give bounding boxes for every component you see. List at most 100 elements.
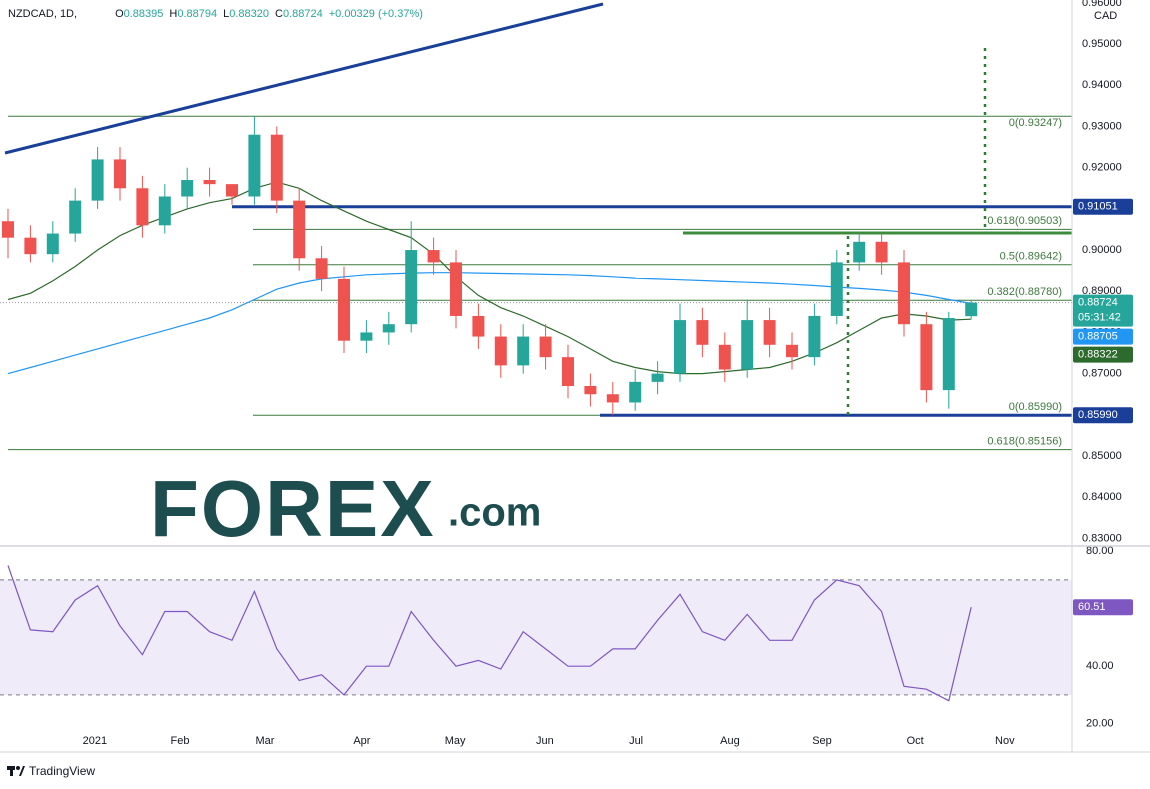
price-tick-label: 0.96000 (1082, 0, 1122, 9)
price-badge (1073, 407, 1133, 424)
ohlc-key: H (169, 8, 177, 20)
candle-body (651, 373, 664, 382)
rsi-band (0, 579, 1072, 695)
candle-body (741, 320, 754, 370)
price-badge (1073, 294, 1133, 327)
fib-label: 0.5(0.89642) (1000, 251, 1062, 263)
candle-body (91, 159, 104, 201)
fib-label: 0(0.85990) (1009, 401, 1062, 413)
candle-body (965, 302, 978, 317)
watermark-bg (140, 474, 552, 546)
candle-body (270, 134, 283, 201)
candle-body (293, 200, 306, 259)
time-tick-label: Sep (812, 735, 832, 747)
time-tick-label: Mar (255, 735, 274, 747)
candle-body (315, 258, 328, 279)
ohlc-key: L (223, 8, 229, 20)
price-tick-label: 0.83000 (1082, 532, 1122, 544)
candle-body (181, 180, 194, 197)
candle-body (360, 332, 373, 341)
candle-body (472, 315, 485, 337)
candle-body (136, 188, 149, 226)
candle-body (113, 159, 126, 189)
ohlc-value: 0.88320 (229, 8, 269, 20)
price-tick-label: 0.90000 (1082, 244, 1122, 256)
candle-body (337, 278, 350, 341)
time-tick-label: Jun (536, 735, 554, 747)
price-tick-label: 0.84000 (1082, 491, 1122, 503)
badge-label: 0.88724 (1078, 297, 1118, 309)
time-tick-label: 2021 (83, 735, 107, 747)
candle-body (449, 262, 462, 316)
fib-label: 0.618(0.90503) (987, 215, 1062, 227)
ohlc-key: O (115, 8, 124, 20)
candle-body (920, 324, 933, 391)
price-badge (1073, 346, 1133, 363)
candle-body (853, 241, 866, 263)
candle-body (785, 344, 798, 358)
rsi-tick-label: 80.00 (1086, 545, 1114, 557)
candle-body (225, 184, 238, 197)
candle-body (897, 262, 910, 325)
price-tick-label: 0.89000 (1082, 285, 1122, 297)
candle-body (696, 320, 709, 345)
price-badge (1073, 198, 1133, 215)
badge-label: 0.85990 (1078, 409, 1118, 421)
candle-body (539, 336, 552, 358)
ohlc-value: 0.88794 (177, 8, 217, 20)
ohlc-value: 0.88724 (283, 8, 323, 20)
time-tick-label: Jul (629, 735, 643, 747)
rsi-tick-label: 20.00 (1086, 718, 1114, 730)
badge-label: 0.88322 (1078, 349, 1118, 361)
fib-label: 0(0.93247) (1009, 117, 1062, 129)
candle-body (763, 320, 776, 345)
candle-body (382, 324, 395, 333)
front-layer: 0(0.93247) 0.618(0.90503) 0.5(0.89642) 0.38… (1, 0, 1133, 747)
time-tick-label: Aug (720, 735, 740, 747)
candle-body (629, 381, 642, 403)
candle-body (248, 134, 261, 197)
footer-text: TradingView (29, 764, 95, 778)
price-tick-label: 0.85000 (1082, 450, 1122, 462)
moving-average (7, 272, 972, 375)
candle-body (517, 336, 530, 366)
fib-label: 0.382(0.88780) (987, 286, 1062, 298)
candle-body (24, 237, 37, 255)
candle-body (673, 320, 686, 374)
footer-logo (7, 766, 25, 776)
rsi-line (7, 565, 972, 702)
logo-part (19, 766, 25, 776)
trend-line (4, 2, 604, 155)
candle-body (584, 385, 597, 395)
change: +0.00329 (+0.37%) (329, 8, 423, 20)
price-badge (1073, 599, 1133, 616)
price-tick-label: 0.95000 (1082, 38, 1122, 50)
candle-body (158, 196, 171, 226)
badge-timer: 05:31:42 (1078, 312, 1121, 324)
badge-label: 60.51 (1078, 601, 1106, 613)
candle-body (718, 344, 731, 370)
fib-label: 0.618(0.85156) (987, 436, 1062, 448)
price-tick-label: 0.93000 (1082, 120, 1122, 132)
candle-body (494, 336, 507, 366)
price-tick-label: 0.87000 (1082, 368, 1122, 380)
candle-body (46, 233, 59, 255)
back-layer (0, 115, 1072, 696)
currency-label: CAD (1094, 10, 1117, 22)
candle-body (427, 250, 440, 263)
candle-body (405, 250, 418, 325)
candle-body (606, 394, 619, 403)
time-tick-label: May (445, 735, 466, 747)
time-tick-label: Nov (995, 735, 1015, 747)
badge-label: 0.88705 (1078, 331, 1118, 343)
logo-part (16, 766, 20, 770)
badge-label: 0.91051 (1078, 201, 1118, 213)
candle-body (203, 180, 216, 185)
price-tick-label: 0.94000 (1082, 79, 1122, 91)
ohlc-key: C (275, 8, 283, 20)
price-tick-label: 0.92000 (1082, 162, 1122, 174)
time-tick-label: Apr (353, 735, 370, 747)
